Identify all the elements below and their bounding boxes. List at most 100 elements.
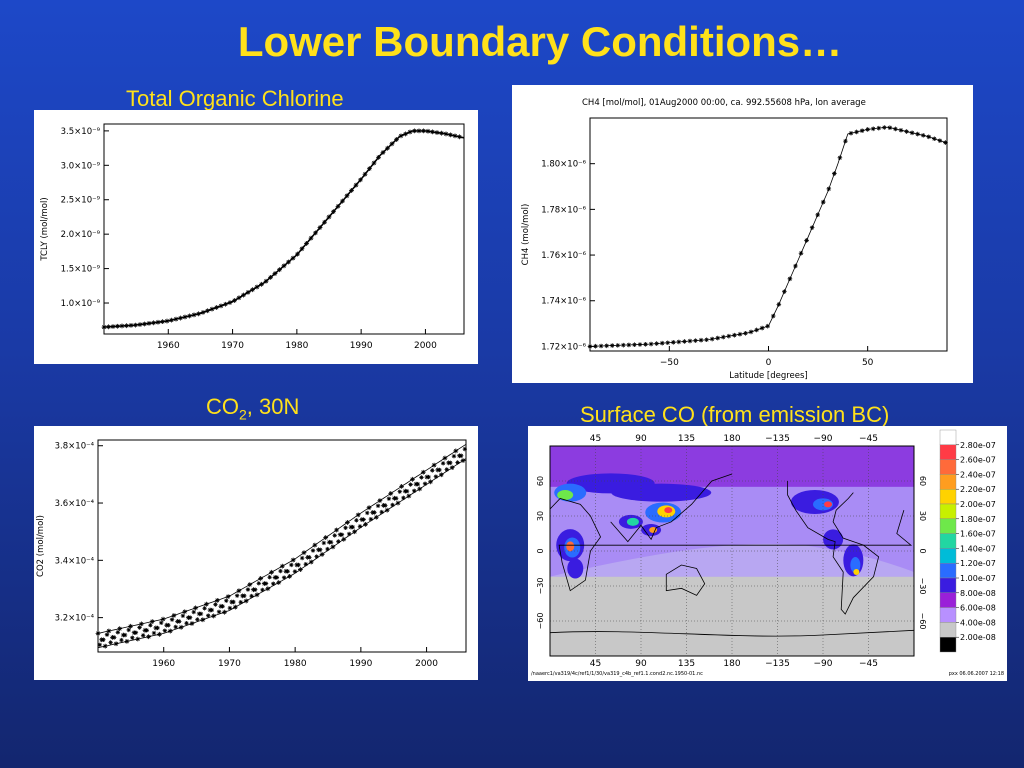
ch4-marker <box>743 330 748 336</box>
co2-marker <box>106 628 112 634</box>
co2-marker <box>404 489 410 494</box>
tcl-marker <box>335 203 341 209</box>
legend-label: 8.00e-08 <box>960 589 996 598</box>
ch4-marker <box>882 125 887 130</box>
co2-marker <box>328 540 334 545</box>
co2-marker <box>390 502 395 508</box>
co2-marker <box>227 605 233 611</box>
co2-marker <box>383 503 388 508</box>
co2-marker <box>334 527 339 533</box>
co2-marker <box>292 569 298 574</box>
tcl-series-line <box>103 130 465 328</box>
tcl-marker <box>421 128 426 134</box>
co2-marker <box>108 640 113 645</box>
caption-total-organic-chlorine: Total Organic Chlorine <box>126 86 344 111</box>
co2-marker <box>206 613 211 618</box>
co2-marker <box>307 555 312 560</box>
x-tick-label: 0 <box>766 358 772 368</box>
ch4-marker <box>926 134 932 140</box>
legend-label: 1.20e-07 <box>960 559 996 568</box>
y-tick-label: 1.76×10⁻⁶ <box>541 251 586 261</box>
plot-frame <box>97 439 467 653</box>
co2-upper-envelope <box>97 443 467 634</box>
ch4-marker <box>754 327 759 333</box>
ch4-marker <box>626 342 632 348</box>
tcl-marker <box>349 188 354 193</box>
tcl-marker <box>151 320 156 326</box>
tcl-marker <box>443 131 449 137</box>
co2-marker <box>455 460 460 465</box>
tcl-marker <box>281 263 287 269</box>
co2-marker <box>442 455 448 461</box>
ch4-marker <box>854 129 859 135</box>
tcl-marker <box>452 133 458 139</box>
tcl-marker <box>313 230 318 236</box>
legend-label: 4.00e-08 <box>960 618 996 627</box>
co2-lower-envelope <box>97 458 467 649</box>
co2-marker <box>430 468 435 473</box>
map-right-lat-label: 0 <box>918 548 927 553</box>
y-tick-label: 1.78×10⁻⁶ <box>541 205 586 215</box>
co2-marker <box>373 514 379 520</box>
ch4-marker <box>804 238 809 243</box>
tcl-marker <box>340 198 345 204</box>
map-coastline <box>787 481 880 615</box>
tcl-marker <box>106 324 111 330</box>
co2-marker <box>395 500 401 506</box>
legend-label: 2.00e-08 <box>960 633 996 642</box>
map-top-lon-label: 135 <box>678 434 695 444</box>
ch4-marker <box>682 339 687 344</box>
x-tick-label: 1990 <box>349 659 372 669</box>
co2-marker <box>346 531 352 537</box>
tcl-marker <box>272 271 278 276</box>
co2-marker <box>299 555 305 561</box>
co2-marker <box>325 546 330 552</box>
co2-marker <box>426 474 431 480</box>
ch4-marker <box>770 313 776 319</box>
y-tick-label: 1.0×10⁻⁹ <box>61 299 101 309</box>
co2-marker <box>135 636 141 642</box>
co2-marker <box>216 609 222 615</box>
ch4-marker <box>787 276 793 282</box>
tcl-marker <box>376 154 381 160</box>
map-africa-peak <box>566 541 575 552</box>
map-asia-high <box>611 483 712 502</box>
tcl-marker <box>187 313 192 319</box>
ch4-marker <box>893 126 898 132</box>
tcl-marker <box>182 314 188 320</box>
co2-marker <box>102 643 108 649</box>
legend-label: 2.00e-07 <box>960 500 996 509</box>
co2-marker <box>393 496 399 501</box>
y-tick-label: 3.6×10⁻⁴ <box>55 499 95 509</box>
tcl-marker <box>146 320 152 326</box>
map-china-peak <box>664 507 673 514</box>
co2-marker <box>258 576 264 581</box>
co2-marker <box>406 493 412 499</box>
co2-marker <box>352 529 358 535</box>
co2-marker <box>101 637 106 642</box>
legend-swatch <box>939 533 957 549</box>
co2-marker <box>312 542 318 548</box>
co2-marker <box>119 637 124 643</box>
legend-swatch <box>939 444 957 460</box>
co2-marker <box>267 575 272 580</box>
co2-marker <box>372 510 377 515</box>
tcl-marker <box>353 182 359 188</box>
tcl-marker <box>218 303 224 309</box>
co2-marker <box>290 557 296 563</box>
co2-marker <box>401 495 406 501</box>
ch4-marker <box>604 343 609 349</box>
tcl-marker <box>416 128 422 134</box>
co2-marker <box>431 462 437 468</box>
tcl-marker <box>344 193 350 199</box>
co2-marker <box>198 611 204 617</box>
ch4-marker <box>654 341 659 346</box>
co2-marker <box>140 633 146 638</box>
co2-marker <box>137 625 142 630</box>
map-europe-peak <box>557 490 574 500</box>
co2-marker <box>408 482 413 487</box>
co2-marker <box>462 446 468 452</box>
ch4-marker <box>782 289 787 294</box>
legend-label: 2.20e-07 <box>960 485 996 494</box>
x-tick-label: 50 <box>862 358 874 368</box>
